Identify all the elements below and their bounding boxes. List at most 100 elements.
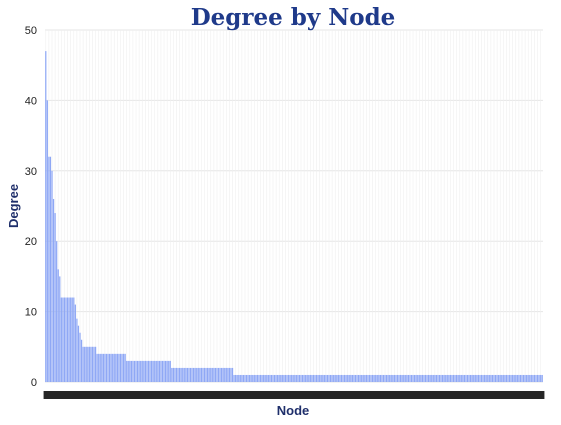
- bar: [104, 353, 106, 382]
- bar: [94, 346, 97, 382]
- bar: [382, 374, 385, 382]
- bar: [353, 374, 355, 382]
- bar: [533, 374, 536, 382]
- bar: [323, 374, 325, 382]
- bar: [494, 374, 497, 382]
- bar: [87, 346, 89, 382]
- bar: [63, 297, 66, 382]
- bar: [441, 374, 444, 382]
- bar: [431, 374, 433, 382]
- bar: [140, 360, 142, 382]
- bar: [418, 374, 420, 382]
- bar: [138, 360, 140, 382]
- bar: [306, 374, 308, 382]
- bar: [389, 374, 391, 382]
- bar: [186, 367, 189, 382]
- bar: [211, 367, 213, 382]
- bar: [507, 374, 509, 382]
- bar: [516, 374, 518, 382]
- bar: [84, 346, 86, 382]
- bars-group: [45, 51, 543, 383]
- bar: [222, 367, 224, 382]
- bar: [512, 374, 514, 382]
- bar: [79, 332, 81, 382]
- bar: [194, 367, 196, 382]
- bar: [135, 360, 137, 382]
- bar: [421, 374, 424, 382]
- bar: [340, 374, 343, 382]
- bar: [524, 374, 526, 382]
- bar: [113, 353, 115, 382]
- bar: [530, 374, 532, 382]
- bar: [482, 374, 484, 382]
- bar: [231, 367, 234, 382]
- bar: [197, 367, 199, 382]
- bar: [90, 346, 92, 382]
- bar: [432, 374, 434, 382]
- bar: [488, 374, 490, 382]
- bar: [118, 353, 120, 382]
- bar: [484, 374, 486, 382]
- bar: [301, 374, 304, 382]
- bar: [379, 374, 381, 382]
- bar: [88, 346, 90, 382]
- bar: [491, 374, 494, 382]
- bar: [196, 367, 198, 382]
- bar: [74, 304, 76, 382]
- bar: [59, 276, 61, 382]
- bar: [347, 374, 349, 382]
- bar: [420, 374, 422, 382]
- bar: [278, 374, 280, 382]
- bar: [476, 374, 478, 382]
- bar: [270, 374, 273, 382]
- bar: [490, 374, 492, 382]
- bar: [149, 360, 151, 382]
- bar: [480, 374, 483, 382]
- bar: [124, 353, 126, 382]
- bar: [242, 374, 245, 382]
- bar: [77, 325, 80, 382]
- bar: [245, 374, 248, 382]
- bar: [189, 367, 192, 382]
- bar: [449, 374, 452, 382]
- bar: [52, 198, 55, 382]
- bar: [435, 374, 438, 382]
- bar: [504, 374, 506, 382]
- bar: [48, 156, 50, 382]
- bar: [398, 374, 400, 382]
- x-axis-ticks: [43, 391, 545, 399]
- bar: [501, 374, 503, 382]
- bar: [448, 374, 450, 382]
- bar: [76, 318, 78, 382]
- bar: [68, 297, 70, 382]
- bar: [434, 374, 436, 382]
- bar: [108, 353, 111, 382]
- bar: [370, 374, 372, 382]
- bar: [146, 360, 148, 382]
- bar: [73, 297, 75, 382]
- bar: [272, 374, 274, 382]
- bar: [275, 374, 277, 382]
- bar: [378, 374, 380, 382]
- bar: [314, 374, 316, 382]
- bar: [158, 360, 161, 382]
- bar: [292, 374, 294, 382]
- bar: [129, 360, 131, 382]
- bar: [297, 374, 299, 382]
- bar: [256, 374, 259, 382]
- bar: [326, 374, 329, 382]
- bar: [315, 374, 318, 382]
- bar: [468, 374, 470, 382]
- bar: [337, 374, 339, 382]
- bar: [437, 374, 439, 382]
- bar: [342, 374, 344, 382]
- bar: [175, 367, 178, 382]
- bar: [364, 374, 366, 382]
- y-axis-ticks: 0 10 20 30 40 50: [25, 25, 37, 389]
- bar: [499, 374, 501, 382]
- bar: [532, 374, 534, 382]
- bar: [540, 374, 542, 382]
- bar: [368, 374, 371, 382]
- bar: [519, 374, 522, 382]
- bar: [452, 374, 455, 382]
